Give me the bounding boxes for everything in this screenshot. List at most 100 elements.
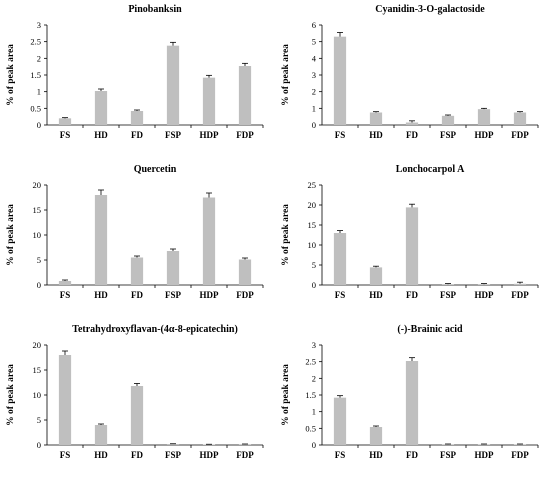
y-tick-label: 4 <box>312 53 317 63</box>
y-tick-label: 10 <box>33 230 42 240</box>
error-bar-hd <box>373 112 379 113</box>
x-tick-label: FDP <box>511 290 529 300</box>
error-bar-fdp <box>242 63 248 66</box>
x-tick-label: HD <box>94 290 108 300</box>
x-tick-label: FSP <box>440 130 457 140</box>
chart-panel-cyanidin-3-o-galactoside: Cyanidin-3-O-galactoside % of peak area 0 1… <box>275 0 550 158</box>
error-bar-hd <box>373 266 379 267</box>
bar-fs <box>59 355 71 445</box>
y-tick-label: 20 <box>33 340 42 350</box>
y-tick-label: 5 <box>312 260 316 270</box>
chart-svg: Lonchocarpol A% of peak area0510152025FS… <box>275 160 550 318</box>
y-tick-label: 5 <box>37 415 41 425</box>
bar-fs <box>334 233 346 285</box>
x-tick-label: FD <box>406 290 418 300</box>
error-bar-fs <box>62 118 68 119</box>
y-tick-label: 20 <box>33 180 42 190</box>
y-tick-label: 1.5 <box>30 70 41 80</box>
x-tick-label: FSP <box>440 450 457 460</box>
bar-fd <box>131 111 143 125</box>
bar-hdp <box>478 109 490 125</box>
error-bar-fs <box>337 33 343 37</box>
y-tick-label: 1 <box>312 407 316 417</box>
chart-title: Lonchocarpol A <box>396 164 465 175</box>
bar-fd <box>406 361 418 445</box>
x-tick-label: FDP <box>511 450 529 460</box>
error-bar-fd <box>134 256 140 258</box>
bar-fs <box>334 398 346 445</box>
bar-hd <box>95 91 107 125</box>
x-tick-label: FD <box>406 450 418 460</box>
x-tick-label: FS <box>60 450 71 460</box>
error-bar-hdp <box>481 284 487 285</box>
y-axis-label: % of peak area <box>281 364 291 426</box>
bar-fsp <box>442 284 454 285</box>
x-tick-label: FD <box>406 130 418 140</box>
bar-hd <box>370 113 382 126</box>
x-tick-label: FS <box>335 450 346 460</box>
x-tick-label: HDP <box>200 290 220 300</box>
bar-fsp <box>167 251 179 285</box>
y-tick-label: 2.5 <box>30 37 41 47</box>
bar-fs <box>334 37 346 125</box>
x-tick-label: HDP <box>200 130 220 140</box>
y-tick-label: 2 <box>312 87 316 97</box>
y-tick-label: 15 <box>33 205 42 215</box>
bar-fs <box>59 281 71 285</box>
error-bar-fdp <box>517 282 523 284</box>
error-bar-hdp <box>206 193 212 198</box>
chart-svg: Pinobanksin% of peak area00.511.522.53FS… <box>0 0 275 158</box>
error-bar-fsp <box>170 249 176 251</box>
bar-fsp <box>167 46 179 125</box>
y-tick-label: 0 <box>37 280 41 290</box>
y-tick-label: 0 <box>312 120 316 130</box>
chart-title: Quercetin <box>134 164 177 175</box>
y-axis-label: % of peak area <box>6 44 16 106</box>
y-axis-label: % of peak area <box>6 364 16 426</box>
bar-fd <box>131 386 143 445</box>
x-tick-label: FSP <box>165 450 182 460</box>
x-tick-label: HDP <box>475 130 495 140</box>
error-bar-fsp <box>445 284 451 285</box>
y-tick-label: 25 <box>308 180 317 190</box>
y-axis-label: % of peak area <box>6 204 16 266</box>
bar-fdp <box>514 444 526 445</box>
bar-fs <box>59 118 71 125</box>
y-tick-label: 1 <box>312 103 316 113</box>
y-tick-label: 3 <box>312 340 316 350</box>
x-tick-label: FS <box>335 130 346 140</box>
x-tick-label: FDP <box>236 130 254 140</box>
error-bar-fsp <box>445 115 451 116</box>
y-tick-label: 0 <box>312 440 316 450</box>
bar-fdp <box>514 113 526 126</box>
y-tick-label: 2.5 <box>305 357 316 367</box>
x-tick-label: HDP <box>475 290 495 300</box>
y-tick-label: 1.5 <box>305 390 316 400</box>
x-tick-label: FSP <box>165 130 182 140</box>
chart-title: Tetrahydroxyflavan-(4α-8-epicatechin) <box>72 324 238 335</box>
bar-fdp <box>514 284 526 285</box>
chart-svg: (-)-Brainic acid% of peak area00.511.522… <box>275 320 550 478</box>
error-bar-fd <box>134 384 140 387</box>
error-bar-fdp <box>517 112 523 113</box>
chart-title: Cyanidin-3-O-galactoside <box>375 4 485 15</box>
x-tick-label: FS <box>335 290 346 300</box>
bar-fdp <box>239 66 251 125</box>
error-bar-fd <box>409 121 415 123</box>
y-axis-label: % of peak area <box>281 44 291 106</box>
y-tick-label: 5 <box>37 255 41 265</box>
error-bar-fs <box>62 351 68 355</box>
error-bar-fdp <box>242 258 248 260</box>
bar-hd <box>370 267 382 285</box>
y-tick-label: 0 <box>37 440 41 450</box>
y-tick-label: 5 <box>312 37 316 47</box>
y-tick-label: 10 <box>33 390 42 400</box>
error-bar-fd <box>134 110 140 111</box>
bar-fsp <box>442 116 454 125</box>
bar-fsp <box>442 444 454 445</box>
x-tick-label: FDP <box>236 450 254 460</box>
